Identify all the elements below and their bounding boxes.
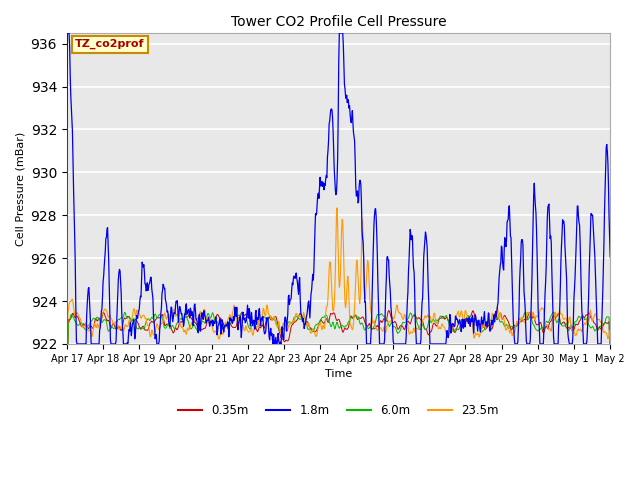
X-axis label: Time: Time: [325, 369, 352, 379]
Text: TZ_co2prof: TZ_co2prof: [75, 39, 145, 49]
Title: Tower CO2 Profile Cell Pressure: Tower CO2 Profile Cell Pressure: [230, 15, 446, 29]
Legend: 0.35m, 1.8m, 6.0m, 23.5m: 0.35m, 1.8m, 6.0m, 23.5m: [173, 399, 504, 422]
Y-axis label: Cell Pressure (mBar): Cell Pressure (mBar): [15, 132, 25, 246]
